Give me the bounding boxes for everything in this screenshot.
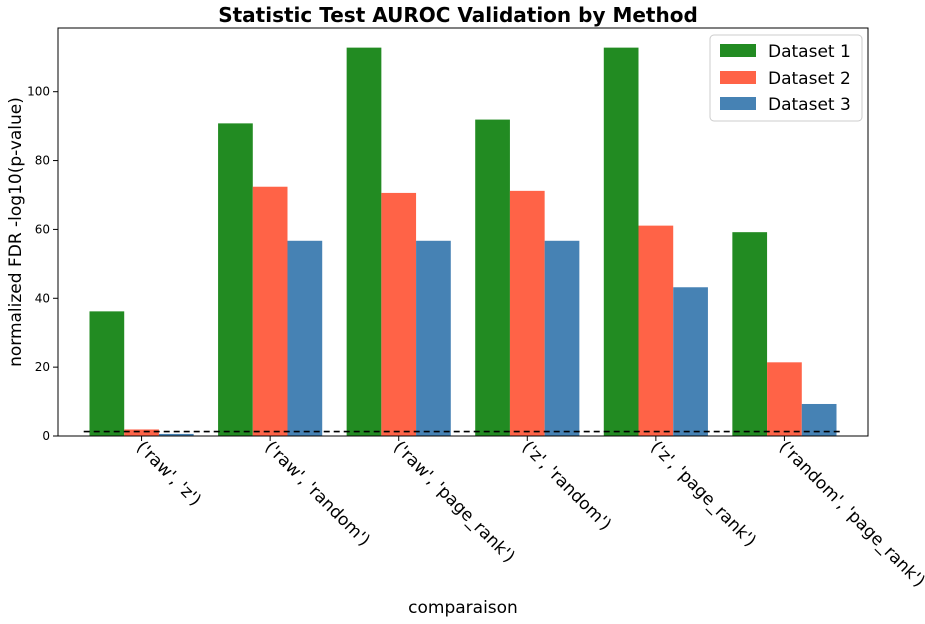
legend-label-2: Dataset 2 bbox=[768, 69, 851, 89]
x-tick-label: ('raw', 'page_rank') bbox=[389, 437, 518, 566]
legend-swatch-2 bbox=[720, 71, 756, 84]
bar-series-3-cat-3 bbox=[416, 240, 451, 436]
bar-series-2-cat-6 bbox=[767, 362, 802, 436]
y-tick-label: 80 bbox=[35, 154, 50, 168]
x-tick-label: ('raw', 'random') bbox=[261, 437, 374, 550]
bar-series-1-cat-4 bbox=[475, 119, 510, 436]
y-tick-label: 40 bbox=[35, 291, 50, 305]
bar-series-2-cat-2 bbox=[252, 186, 288, 436]
bar-series-3-cat-2 bbox=[287, 240, 323, 436]
bar-series-3-cat-6 bbox=[801, 403, 837, 436]
bar-series-2-cat-4 bbox=[509, 190, 545, 436]
legend: Dataset 1 Dataset 2 Dataset 3 bbox=[709, 34, 863, 122]
bar-series-3-cat-1 bbox=[158, 433, 194, 436]
bar-series-2-cat-5 bbox=[638, 225, 674, 436]
plot-frame bbox=[57, 27, 869, 437]
bar-series-2-cat-1 bbox=[124, 429, 159, 436]
y-tick-label: 20 bbox=[35, 360, 50, 374]
x-tick-label: ('z', 'random') bbox=[518, 437, 615, 534]
bar-series-1-cat-6 bbox=[732, 232, 768, 436]
y-tick-label: 60 bbox=[35, 222, 50, 236]
y-tick-label: 0 bbox=[42, 429, 50, 443]
x-axis-label: comparaison bbox=[408, 598, 518, 618]
bar-series-3-cat-4 bbox=[544, 240, 580, 436]
bar-series-1-cat-3 bbox=[346, 47, 382, 437]
plot-area: 0 20 40 60 80 100 ('raw', 'z') ('raw', 'random'… bbox=[27, 47, 925, 591]
chart-title: Statistic Test AUROC Validation by Metho… bbox=[218, 3, 698, 27]
legend-swatch-1 bbox=[720, 44, 756, 57]
y-tick-label: 100 bbox=[27, 85, 50, 99]
bar-series-3-cat-5 bbox=[673, 287, 708, 436]
legend-label-1: Dataset 1 bbox=[768, 42, 851, 62]
x-tick-label: ('raw', 'z') bbox=[132, 437, 205, 510]
legend-swatch-3 bbox=[720, 97, 756, 110]
bar-series-1-cat-5 bbox=[603, 47, 639, 437]
y-axis-label: normalized FDR -log10(p-value) bbox=[6, 97, 26, 367]
bar-series-1-cat-2 bbox=[218, 123, 253, 436]
x-tick-label: ('z', 'page_rank') bbox=[646, 437, 760, 551]
legend-label-3: Dataset 3 bbox=[768, 95, 851, 115]
x-tick-label: ('random', 'page_rank') bbox=[775, 437, 925, 591]
bar-series-2-cat-3 bbox=[381, 192, 417, 436]
bar-series-1-cat-1 bbox=[89, 311, 125, 436]
